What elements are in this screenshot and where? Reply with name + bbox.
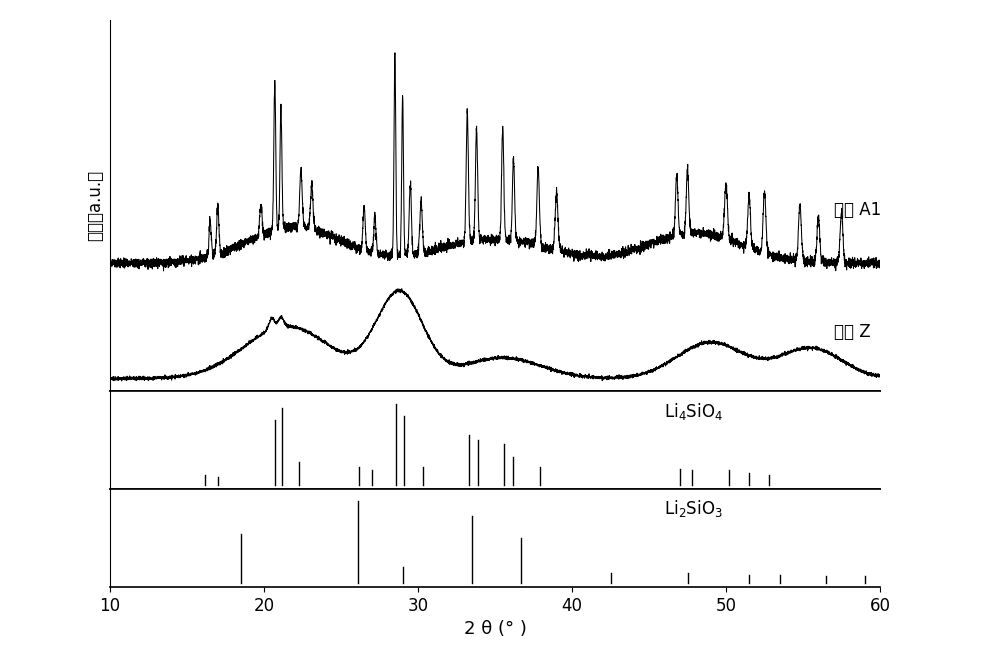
Y-axis label: 强度（a.u.）: 强度（a.u.） xyxy=(86,170,104,241)
Text: 电池 A1: 电池 A1 xyxy=(834,201,881,219)
X-axis label: 2 θ (° ): 2 θ (° ) xyxy=(464,620,526,638)
Text: Li$_2$SiO$_3$: Li$_2$SiO$_3$ xyxy=(664,498,723,520)
Text: Li$_4$SiO$_4$: Li$_4$SiO$_4$ xyxy=(664,400,723,422)
Text: 电池 Z: 电池 Z xyxy=(834,323,870,342)
